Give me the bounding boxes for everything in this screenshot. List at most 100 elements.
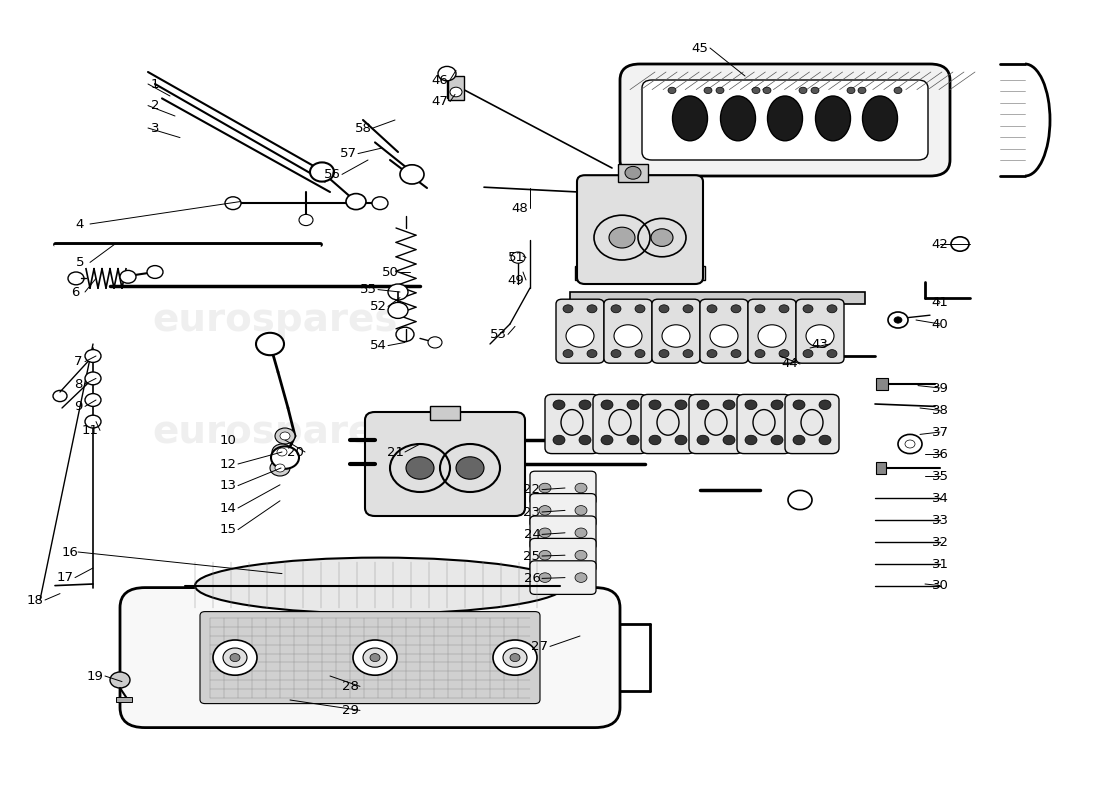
Circle shape xyxy=(388,302,408,318)
Text: 54: 54 xyxy=(370,339,386,352)
FancyBboxPatch shape xyxy=(530,561,596,594)
Text: 50: 50 xyxy=(382,266,398,278)
Circle shape xyxy=(649,435,661,445)
Circle shape xyxy=(587,305,597,313)
Circle shape xyxy=(952,237,969,251)
Text: 26: 26 xyxy=(524,572,540,585)
Ellipse shape xyxy=(672,96,707,141)
Circle shape xyxy=(697,435,710,445)
Circle shape xyxy=(601,435,613,445)
Text: 33: 33 xyxy=(932,514,948,526)
Circle shape xyxy=(85,394,101,406)
Text: 46: 46 xyxy=(431,74,449,86)
Text: 42: 42 xyxy=(932,238,948,250)
Circle shape xyxy=(905,440,915,448)
FancyBboxPatch shape xyxy=(796,299,844,363)
Circle shape xyxy=(649,400,661,410)
FancyBboxPatch shape xyxy=(652,299,700,363)
Text: 23: 23 xyxy=(524,506,540,518)
Text: 35: 35 xyxy=(932,470,948,482)
Circle shape xyxy=(827,305,837,313)
Circle shape xyxy=(270,460,290,476)
Text: 4: 4 xyxy=(76,218,85,230)
Circle shape xyxy=(635,305,645,313)
Text: 17: 17 xyxy=(56,571,74,584)
Circle shape xyxy=(697,400,710,410)
FancyBboxPatch shape xyxy=(593,394,647,454)
Circle shape xyxy=(575,550,587,560)
Circle shape xyxy=(820,435,830,445)
Circle shape xyxy=(771,400,783,410)
Text: 37: 37 xyxy=(932,426,948,438)
Circle shape xyxy=(675,435,688,445)
Circle shape xyxy=(803,305,813,313)
Circle shape xyxy=(230,654,240,662)
Text: 38: 38 xyxy=(932,404,948,417)
Circle shape xyxy=(575,506,587,515)
Circle shape xyxy=(510,654,520,662)
Circle shape xyxy=(563,350,573,358)
FancyBboxPatch shape xyxy=(578,175,703,284)
Text: 27: 27 xyxy=(531,640,549,653)
Circle shape xyxy=(406,457,434,479)
Circle shape xyxy=(723,435,735,445)
Circle shape xyxy=(579,400,591,410)
Circle shape xyxy=(275,464,285,472)
Circle shape xyxy=(539,483,551,493)
Bar xyxy=(570,292,865,304)
Circle shape xyxy=(847,87,855,94)
Circle shape xyxy=(755,305,764,313)
Circle shape xyxy=(579,435,591,445)
Circle shape xyxy=(299,214,314,226)
FancyBboxPatch shape xyxy=(120,587,620,728)
Circle shape xyxy=(763,87,771,94)
Text: 40: 40 xyxy=(932,318,948,330)
Text: 11: 11 xyxy=(81,424,99,437)
Circle shape xyxy=(438,66,456,81)
Text: 7: 7 xyxy=(74,355,82,368)
Text: 21: 21 xyxy=(386,446,404,458)
Bar xyxy=(430,406,460,420)
Circle shape xyxy=(609,227,635,248)
Circle shape xyxy=(539,573,551,582)
Circle shape xyxy=(614,325,642,347)
Circle shape xyxy=(428,337,442,348)
Circle shape xyxy=(575,528,587,538)
Circle shape xyxy=(752,87,760,94)
Circle shape xyxy=(400,165,424,184)
Circle shape xyxy=(635,350,645,358)
Circle shape xyxy=(213,640,257,675)
FancyBboxPatch shape xyxy=(689,394,743,454)
Circle shape xyxy=(353,640,397,675)
Circle shape xyxy=(894,317,902,323)
Circle shape xyxy=(707,305,717,313)
Circle shape xyxy=(310,162,334,182)
Text: 24: 24 xyxy=(524,528,540,541)
Circle shape xyxy=(539,506,551,515)
Circle shape xyxy=(683,350,693,358)
Text: 20: 20 xyxy=(287,446,304,458)
FancyBboxPatch shape xyxy=(365,412,525,516)
Text: 45: 45 xyxy=(692,42,708,54)
Circle shape xyxy=(627,435,639,445)
Circle shape xyxy=(662,325,690,347)
Circle shape xyxy=(110,672,130,688)
FancyBboxPatch shape xyxy=(737,394,791,454)
Bar xyxy=(448,76,464,100)
Circle shape xyxy=(803,350,813,358)
Text: 47: 47 xyxy=(431,95,449,108)
Text: 43: 43 xyxy=(812,338,828,350)
Text: 12: 12 xyxy=(220,458,236,470)
Text: 31: 31 xyxy=(932,558,948,570)
Circle shape xyxy=(553,435,565,445)
FancyBboxPatch shape xyxy=(700,299,748,363)
Circle shape xyxy=(223,648,248,667)
FancyBboxPatch shape xyxy=(530,538,596,572)
Text: 10: 10 xyxy=(220,434,236,446)
FancyBboxPatch shape xyxy=(604,299,652,363)
Text: 51: 51 xyxy=(507,251,525,264)
Text: eurospares: eurospares xyxy=(559,413,805,451)
FancyBboxPatch shape xyxy=(530,494,596,527)
Circle shape xyxy=(388,284,408,300)
Circle shape xyxy=(280,432,290,440)
